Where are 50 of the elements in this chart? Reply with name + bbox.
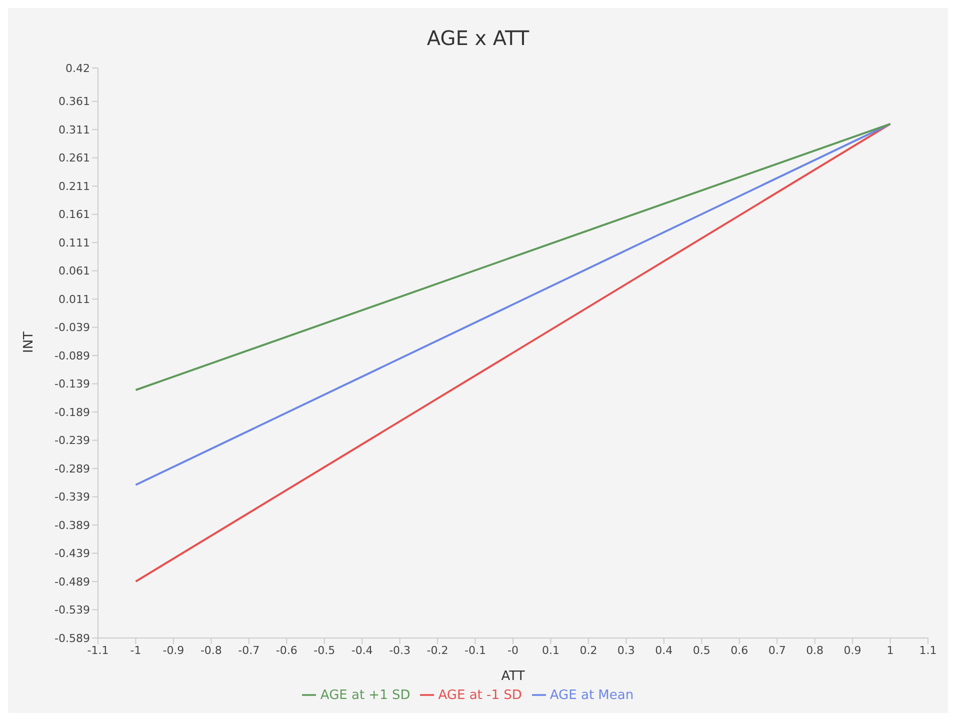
x-axis-title: ATT (501, 669, 525, 684)
y-tick-label: -0.439 (54, 547, 90, 560)
y-tick-label: -0.239 (54, 434, 90, 448)
y-tick-label: -0.039 (54, 321, 90, 334)
x-tick-label: -0.1 (464, 644, 486, 657)
y-tick-label: -0.289 (54, 462, 90, 476)
y-tick-label: 0.061 (58, 264, 90, 278)
x-tick-label: -0 (508, 644, 518, 657)
x-tick-label: 0.8 (806, 644, 824, 657)
chart-title: AGE x ATT (426, 25, 530, 52)
x-tick-label: -0.4 (351, 644, 373, 657)
y-tick-label: -0.139 (54, 378, 90, 391)
x-tick-label: -1.1 (87, 644, 109, 657)
x-tick-label: 0.6 (730, 644, 748, 657)
y-tick-label: -0.339 (54, 490, 90, 504)
y-tick-label: 0.211 (58, 180, 90, 193)
x-tick-label: -0.7 (238, 644, 260, 657)
y-tick-label: 0.111 (58, 236, 90, 250)
y-tick-label: -0.189 (54, 406, 90, 419)
y-tick-label: 0.011 (58, 292, 90, 306)
x-tick-label: 1 (886, 644, 894, 657)
y-tick-label: 0.161 (58, 208, 90, 222)
y-tick-label: -0.489 (54, 575, 90, 588)
x-tick-label: 0.3 (617, 644, 635, 657)
x-tick-label: 0.4 (655, 644, 673, 657)
legend-label: AGE at +1 SD (320, 688, 410, 703)
y-tick-label: 0.42 (66, 62, 90, 75)
x-tick-label: 0.2 (580, 644, 598, 657)
x-tick-label: -0.3 (389, 644, 411, 657)
x-tick-label: 0.7 (768, 644, 786, 657)
x-tick-label: -1 (130, 644, 142, 657)
y-tick-label: 0.261 (58, 152, 90, 165)
legend-label: AGE at -1 SD (438, 688, 522, 703)
x-tick-label: -0.5 (314, 644, 336, 657)
y-tick-label: -0.589 (54, 632, 90, 645)
y-axis-title: INT (22, 331, 37, 353)
y-tick-label: -0.539 (54, 604, 90, 617)
x-tick-label: 0.5 (692, 644, 710, 657)
y-tick-label: -0.389 (54, 518, 90, 532)
y-tick-label: 0.311 (58, 123, 90, 136)
legend-label: AGE at Mean (550, 688, 634, 703)
x-tick-label: 1.1 (919, 644, 937, 657)
y-tick-label: 0.361 (58, 95, 90, 108)
x-tick-label: -0.6 (276, 644, 298, 657)
x-tick-label: 0.9 (844, 644, 862, 657)
x-tick-label: 0.1 (542, 644, 560, 657)
x-tick-label: -0.9 (162, 644, 184, 657)
x-tick-label: -0.2 (426, 644, 448, 657)
y-tick-label: -0.089 (54, 349, 90, 362)
x-tick-label: -0.8 (200, 644, 222, 657)
